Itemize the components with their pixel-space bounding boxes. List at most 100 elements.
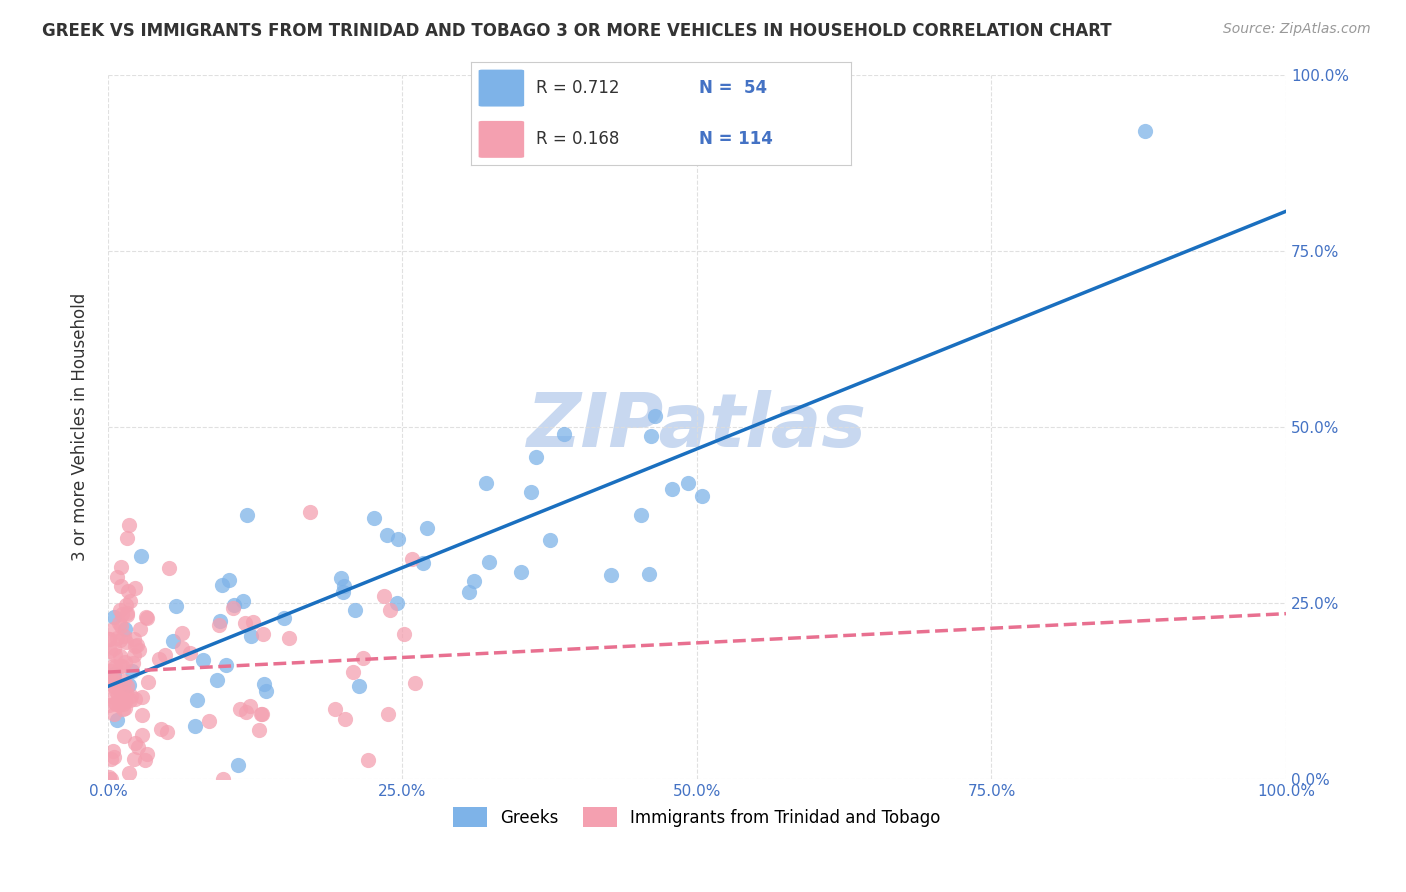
Point <box>110 578 132 592</box>
Point <box>114 655 136 669</box>
Point <box>136 611 159 625</box>
Point <box>108 659 131 673</box>
Point <box>640 429 662 443</box>
Point <box>463 574 485 588</box>
Point <box>107 688 129 702</box>
Point <box>250 706 273 721</box>
Point <box>112 674 135 689</box>
Point <box>129 622 152 636</box>
Point <box>148 651 170 665</box>
Point <box>121 664 143 678</box>
Point <box>630 508 652 523</box>
Point <box>120 594 142 608</box>
Point <box>124 639 146 653</box>
Point <box>103 706 125 721</box>
Point <box>352 651 374 665</box>
Point <box>98 698 121 712</box>
Point <box>404 676 426 690</box>
Point <box>363 511 385 525</box>
Point <box>100 752 122 766</box>
Point <box>104 648 127 663</box>
Point <box>401 552 423 566</box>
Point <box>253 677 276 691</box>
Y-axis label: 3 or more Vehicles in Household: 3 or more Vehicles in Household <box>72 293 89 561</box>
Point <box>98 770 121 784</box>
Point <box>347 679 370 693</box>
Point <box>117 679 139 693</box>
Text: GREEK VS IMMIGRANTS FROM TRINIDAD AND TOBAGO 3 OR MORE VEHICLES IN HOUSEHOLD COR: GREEK VS IMMIGRANTS FROM TRINIDAD AND TO… <box>42 22 1112 40</box>
Point <box>342 665 364 679</box>
Point <box>254 683 277 698</box>
Point <box>212 772 235 786</box>
Point <box>105 570 128 584</box>
Point <box>222 598 245 612</box>
Point <box>110 685 132 699</box>
Point <box>103 679 125 693</box>
Point <box>343 602 366 616</box>
Point <box>183 719 205 733</box>
Point <box>239 629 262 643</box>
Point <box>110 560 132 574</box>
Point <box>165 599 187 613</box>
Point <box>226 757 249 772</box>
Point <box>124 581 146 595</box>
Point <box>103 622 125 636</box>
Point <box>100 772 122 786</box>
Legend: Greeks, Immigrants from Trinidad and Tobago: Greeks, Immigrants from Trinidad and Tob… <box>447 800 948 834</box>
Point <box>124 691 146 706</box>
Text: N = 114: N = 114 <box>699 130 773 148</box>
Point <box>104 673 127 688</box>
Text: N =  54: N = 54 <box>699 79 766 97</box>
Point <box>538 533 561 548</box>
Point <box>103 749 125 764</box>
Point <box>553 426 575 441</box>
Point <box>108 633 131 648</box>
FancyBboxPatch shape <box>478 70 524 106</box>
Point <box>124 736 146 750</box>
Point <box>115 531 138 545</box>
Point <box>135 609 157 624</box>
Point <box>416 521 439 535</box>
FancyBboxPatch shape <box>478 121 524 158</box>
Point <box>644 409 666 423</box>
Point <box>110 648 132 663</box>
Point <box>524 450 547 464</box>
Point <box>120 689 142 703</box>
Point <box>380 603 402 617</box>
Point <box>509 566 531 580</box>
Text: ZIPatlas: ZIPatlas <box>527 390 868 463</box>
Point <box>121 656 143 670</box>
Point <box>115 608 138 623</box>
Point <box>112 629 135 643</box>
Point <box>98 632 121 646</box>
Point <box>115 598 138 612</box>
Point <box>114 694 136 708</box>
Point <box>157 560 180 574</box>
Point <box>108 603 131 617</box>
Point <box>108 698 131 712</box>
Point <box>136 674 159 689</box>
Point <box>101 743 124 757</box>
Point <box>98 632 121 646</box>
Point <box>136 747 159 761</box>
Point <box>357 753 380 767</box>
Point <box>218 573 240 587</box>
Point <box>323 702 346 716</box>
Point <box>330 571 353 585</box>
Point <box>198 714 221 729</box>
Point <box>247 723 270 737</box>
Point <box>209 614 232 628</box>
Point <box>115 606 138 620</box>
Point <box>1133 124 1156 138</box>
Point <box>105 683 128 698</box>
Point <box>112 729 135 743</box>
Point <box>114 622 136 636</box>
Point <box>690 489 713 503</box>
Point <box>118 766 141 780</box>
Point <box>236 508 259 522</box>
Point <box>207 618 229 632</box>
Point <box>149 722 172 736</box>
Point <box>229 702 252 716</box>
Point <box>215 658 238 673</box>
Point <box>186 692 208 706</box>
